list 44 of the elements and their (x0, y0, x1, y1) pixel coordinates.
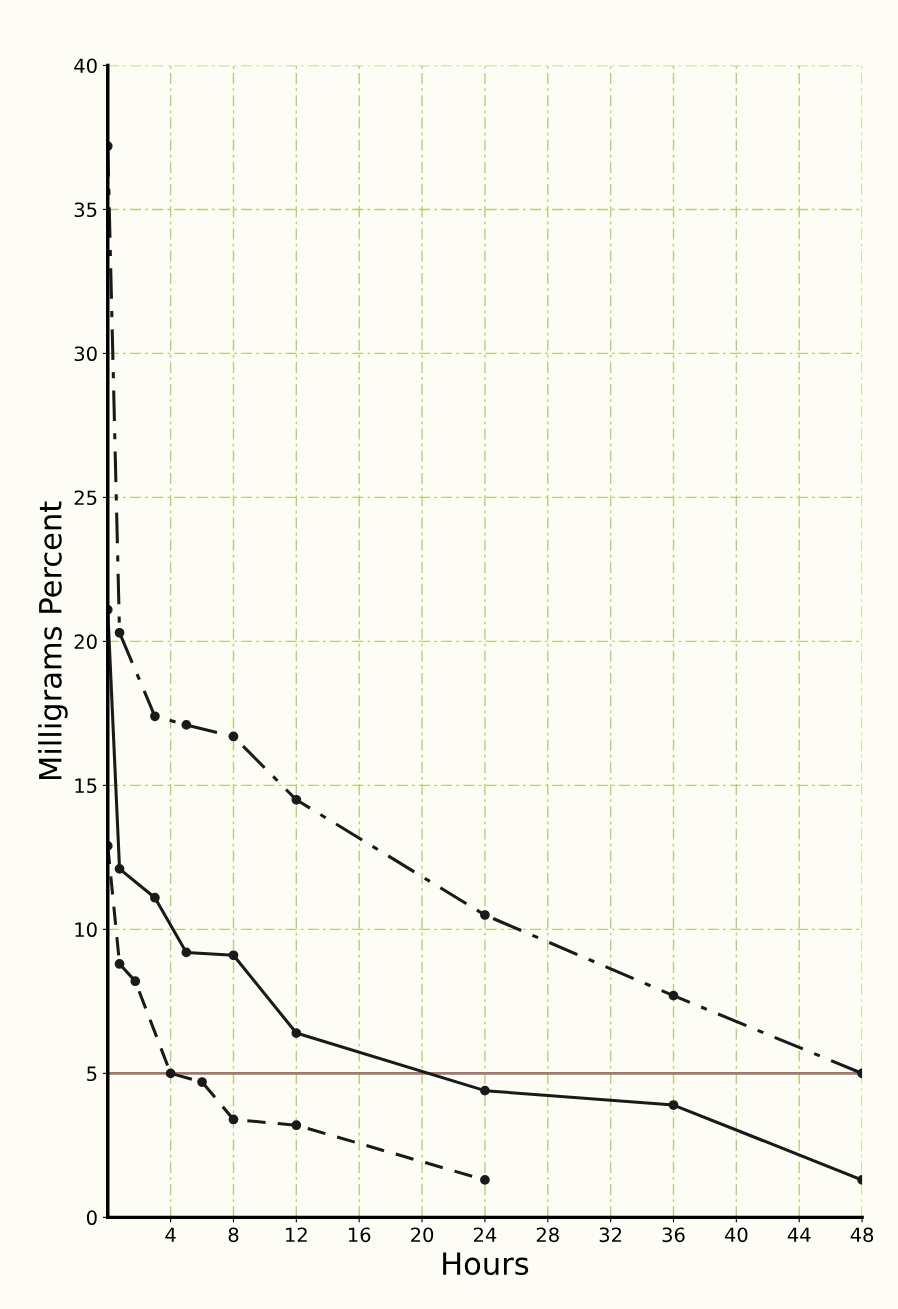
x-tick-label: 12 (286, 1227, 307, 1242)
x-tick-label: 8 (228, 1227, 239, 1243)
point (181, 947, 192, 958)
point (114, 864, 125, 874)
point (197, 1077, 207, 1087)
y-tick-label: 25 (74, 490, 97, 506)
point (668, 1100, 679, 1110)
x-tick-label: 44 (787, 1227, 811, 1242)
point (668, 990, 679, 1001)
point (114, 959, 125, 969)
x-tick-label: 24 (473, 1227, 497, 1242)
y-tick-label: 15 (75, 778, 97, 794)
point (480, 910, 490, 920)
point (291, 1028, 302, 1038)
point (228, 950, 239, 961)
y-tick-label: 10 (75, 922, 97, 938)
x-tick-label: 40 (724, 1227, 748, 1243)
point (480, 1085, 490, 1096)
point (291, 794, 302, 805)
y-tick-label: 20 (74, 634, 97, 650)
point (228, 731, 239, 742)
x-tick-label: 16 (348, 1227, 371, 1243)
point (130, 976, 141, 987)
point (150, 711, 160, 722)
y-axis-title: Milligrams Percent (38, 501, 68, 780)
point (181, 720, 192, 730)
x-axis-title: Hours (443, 1252, 529, 1276)
x-tick-label: 20 (411, 1227, 434, 1243)
y-tick-label: 40 (74, 58, 97, 74)
y-tick-label: 30 (74, 346, 97, 362)
y-tick-label: 5 (87, 1066, 97, 1082)
x-tick-label: 28 (536, 1227, 559, 1243)
point (228, 1114, 239, 1125)
x-tick-label: 48 (850, 1227, 874, 1243)
point (480, 1175, 490, 1185)
point (114, 627, 125, 638)
y-tick-label: 35 (74, 202, 97, 218)
x-tick-label: 32 (599, 1227, 622, 1243)
point (291, 1120, 302, 1131)
y-tick-label: 0 (86, 1210, 97, 1226)
point (165, 1068, 176, 1079)
x-tick-label: 4 (165, 1227, 176, 1242)
x-tick-label: 36 (662, 1227, 685, 1243)
point (150, 892, 160, 903)
